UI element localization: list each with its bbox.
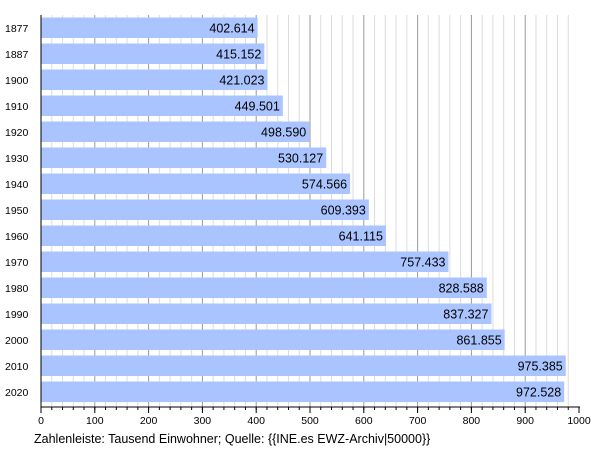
bar-value-label: 574.566 — [302, 177, 347, 191]
category-label: 1930 — [5, 153, 29, 165]
x-tick-label: 100 — [86, 415, 104, 427]
bar — [41, 173, 351, 194]
x-tick-label: 700 — [409, 415, 427, 427]
x-tick-label: 900 — [516, 415, 534, 427]
category-label: 1920 — [5, 127, 29, 139]
category-label: 1877 — [5, 23, 29, 35]
category-label: 2010 — [5, 361, 29, 373]
category-label: 1910 — [5, 101, 29, 113]
category-label: 1960 — [5, 231, 29, 243]
bar — [41, 303, 492, 324]
bar — [41, 381, 565, 402]
x-tick-label: 1000 — [567, 415, 591, 427]
bar-value-label: 402.614 — [209, 21, 254, 35]
x-tick-label: 0 — [38, 415, 44, 427]
bar — [41, 17, 258, 38]
bar — [41, 147, 327, 168]
bar-value-label: 972.528 — [516, 385, 561, 399]
category-label: 1990 — [5, 309, 29, 321]
bar-value-label: 415.152 — [216, 47, 261, 61]
bar — [41, 69, 268, 90]
axes: 1877 1887 1900 1910 1920 1930 1940 1950 1960 1970… — [5, 15, 591, 427]
category-label: 1950 — [5, 205, 29, 217]
bar — [41, 277, 487, 298]
bar — [41, 251, 449, 272]
x-tick-label: 500 — [301, 415, 319, 427]
bar-value-label: 609.393 — [321, 203, 366, 217]
x-tick-label: 300 — [194, 415, 212, 427]
category-label: 2020 — [5, 387, 29, 399]
category-label: 1887 — [5, 49, 29, 61]
bar-value-label: 828.588 — [439, 281, 484, 295]
chart-caption: Zahlenleiste: Tausend Einwohner; Quelle:… — [34, 432, 431, 446]
bar — [41, 329, 505, 350]
bar — [41, 43, 265, 64]
category-label: 1900 — [5, 75, 29, 87]
bars: 402.614 415.152 421.023 449.501 498.590 530.1… — [41, 17, 566, 402]
bar — [41, 121, 310, 142]
bar-value-label: 449.501 — [235, 99, 280, 113]
bar-value-label: 641.115 — [339, 229, 383, 243]
category-label: 1980 — [5, 283, 29, 295]
bar-value-label: 861.855 — [456, 333, 501, 347]
x-tick-label: 200 — [140, 415, 158, 427]
x-tick-label: 800 — [463, 415, 481, 427]
bar — [41, 199, 369, 220]
bar — [41, 225, 386, 246]
category-label: 1940 — [5, 179, 29, 191]
category-label: 2000 — [5, 335, 29, 347]
bar — [41, 355, 566, 376]
bar — [41, 95, 283, 116]
bar-value-label: 757.433 — [400, 255, 445, 269]
category-label: 1970 — [5, 257, 29, 269]
bar-value-label: 530.127 — [278, 151, 323, 165]
x-tick-label: 400 — [247, 415, 265, 427]
bar-value-label: 498.590 — [261, 125, 306, 139]
bar-value-label: 421.023 — [219, 73, 264, 87]
bar-value-label: 837.327 — [443, 307, 488, 321]
x-tick-label: 600 — [355, 415, 373, 427]
bar-value-label: 975.385 — [518, 359, 563, 373]
